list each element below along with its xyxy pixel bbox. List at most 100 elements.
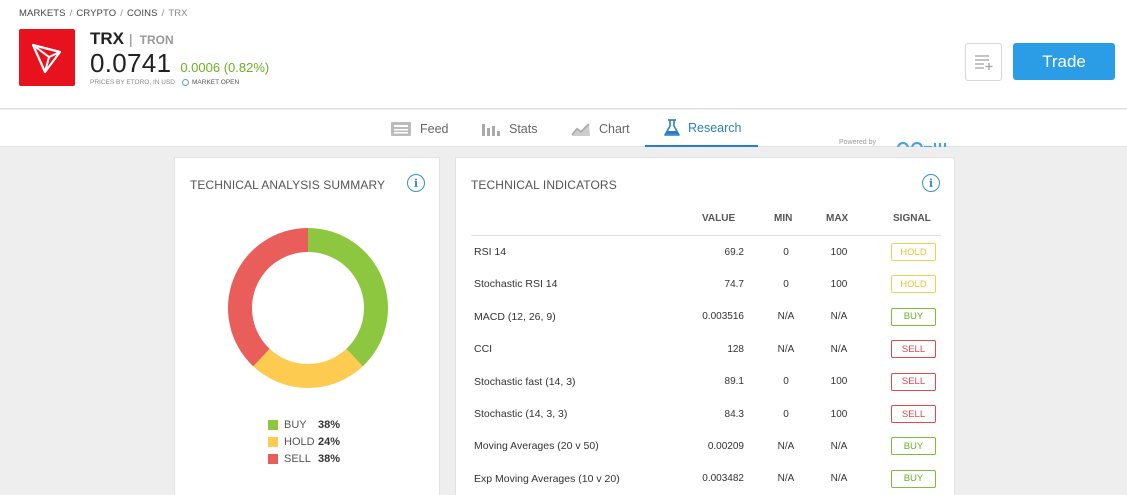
tab-stats[interactable]: Stats	[481, 110, 538, 147]
indicator-min: 0	[783, 376, 789, 388]
indicator-row: Stochastic fast (14, 3) 89.1 0 100 SELL	[456, 366, 956, 398]
signal-badge: SELL	[891, 372, 936, 391]
feed-icon	[391, 121, 411, 136]
signal-badge: BUY	[891, 307, 936, 326]
stats-icon	[482, 123, 500, 136]
tab-chart-label: Chart	[599, 121, 630, 136]
donut-slice-sell	[228, 228, 308, 367]
watchlist-button[interactable]	[965, 43, 1002, 81]
price-meta: Prices by eToro, in USD Market open	[90, 79, 239, 86]
indicator-max: 100	[830, 278, 848, 290]
indicator-name: CCI	[474, 343, 493, 356]
legend-item-buy: BUY 38%	[268, 416, 340, 433]
indicator-name: Stochastic (14, 3, 3)	[474, 408, 568, 420]
signal-badge: BUY	[891, 469, 936, 488]
ticker-separator: |	[129, 31, 133, 47]
column-header-signal: Signal	[893, 213, 931, 224]
indicator-value: 74.7	[724, 278, 744, 290]
column-header-min: Min	[774, 213, 793, 224]
legend-label: SELL	[284, 452, 311, 465]
instrument-tabs: Feed Stats Chart Research	[0, 110, 1127, 147]
prices-note: Prices by eToro, in USD	[90, 79, 176, 86]
info-icon[interactable]: i	[922, 174, 940, 192]
indicator-name: MACD (12, 26, 9)	[474, 310, 556, 323]
summary-donut-chart	[228, 228, 388, 388]
breadcrumb-separator: /	[120, 8, 123, 19]
signal-badge: SELL	[891, 405, 936, 423]
indicator-max: N/A	[830, 473, 848, 485]
indicator-max: N/A	[830, 343, 848, 355]
indicator-row: Moving Averages (20 v 50) 0.00209 N/A N/A BU…	[456, 430, 956, 462]
add-to-list-icon	[974, 55, 992, 70]
indicators-title: Technical Indicators	[471, 178, 617, 192]
summary-title: Technical Analysis Summary	[190, 178, 386, 192]
indicator-value: 84.3	[724, 408, 744, 420]
legend-item-sell: SELL 38%	[268, 450, 340, 467]
powered-by-label: Powered by	[839, 139, 876, 146]
indicator-value: 128	[727, 343, 744, 355]
indicator-min: 0	[783, 246, 789, 258]
indicator-name: Stochastic RSI 14	[474, 278, 558, 291]
technical-indicators-panel: Technical Indicators i Value Min Max Sig…	[455, 157, 955, 495]
indicator-row: CCI 128 N/A N/A SELL	[456, 333, 956, 365]
info-icon[interactable]: i	[407, 174, 425, 192]
current-price: 0.0741	[90, 48, 172, 78]
indicator-min: 0	[783, 408, 789, 420]
indicator-max: 100	[830, 246, 848, 258]
clock-icon	[182, 79, 190, 86]
indicator-value: 0.003516	[702, 311, 744, 323]
indicator-min: N/A	[777, 473, 795, 485]
signal-badge: HOLD	[891, 243, 936, 261]
summary-legend: BUY 38% HOLD 24% SELL 38%	[268, 416, 340, 467]
legend-swatch-hold	[268, 436, 278, 447]
breadcrumb-current: TRX	[168, 8, 188, 19]
breadcrumb: Markets / Crypto / Coins / TRX	[19, 8, 188, 19]
legend-percent: 24%	[318, 435, 341, 448]
provider-logo-icon	[897, 141, 947, 147]
indicator-value: 0.00209	[707, 440, 744, 452]
indicator-max: 100	[830, 376, 848, 388]
price-change: 0.0006 (0.82%)	[180, 60, 270, 75]
ticker-row: TRX | TRON	[90, 29, 174, 49]
instrument-name: TRON	[139, 33, 174, 47]
indicator-min: N/A	[777, 440, 795, 452]
instrument-header: Markets / Crypto / Coins / TRX TRX | TRON 0.07…	[0, 0, 1127, 109]
indicator-name: Moving Averages (20 v 50)	[474, 440, 599, 453]
flask-icon	[664, 118, 680, 136]
breadcrumb-markets[interactable]: Markets	[19, 8, 66, 19]
column-header-value: Value	[702, 213, 736, 224]
indicator-min: N/A	[777, 343, 795, 355]
trade-button[interactable]: Trade	[1013, 43, 1115, 80]
indicator-max: 100	[830, 408, 848, 420]
breadcrumb-coins[interactable]: Coins	[126, 8, 158, 19]
indicator-row: Exp Moving Averages (10 v 20) 0.003482 N/A…	[456, 463, 956, 495]
indicator-value: 69.2	[724, 246, 744, 258]
breadcrumb-crypto[interactable]: Crypto	[76, 8, 117, 19]
tab-chart[interactable]: Chart	[571, 110, 630, 147]
indicator-row: Stochastic (14, 3, 3) 84.3 0 100 SELL	[456, 398, 956, 430]
signal-badge: BUY	[891, 437, 936, 456]
legend-label: HOLD	[284, 435, 315, 448]
provider-logo	[895, 135, 955, 147]
tab-stats-label: Stats	[509, 121, 538, 136]
tab-feed[interactable]: Feed	[390, 110, 449, 147]
table-divider	[471, 235, 941, 236]
indicator-name: Exp Moving Averages (10 v 20)	[474, 472, 620, 485]
indicator-min: 0	[783, 278, 789, 290]
indicator-value: 0.003482	[702, 473, 744, 485]
indicator-row: Stochastic RSI 14 74.7 0 100 HOLD	[456, 268, 956, 300]
indicator-name: RSI 14	[474, 246, 507, 258]
tab-research[interactable]: Research	[645, 110, 758, 147]
donut-slice-buy	[308, 228, 388, 367]
column-header-max: Max	[826, 213, 849, 224]
legend-swatch-sell	[268, 453, 278, 464]
legend-swatch-buy	[268, 419, 278, 430]
indicator-min: N/A	[777, 311, 795, 323]
tron-logo-icon	[31, 43, 62, 73]
indicator-name: Stochastic fast (14, 3)	[474, 375, 576, 388]
legend-label: BUY	[284, 418, 307, 431]
tab-research-label: Research	[688, 120, 742, 135]
donut-slice-hold	[253, 348, 363, 388]
signal-badge: HOLD	[891, 275, 936, 294]
chart-icon	[571, 122, 590, 136]
